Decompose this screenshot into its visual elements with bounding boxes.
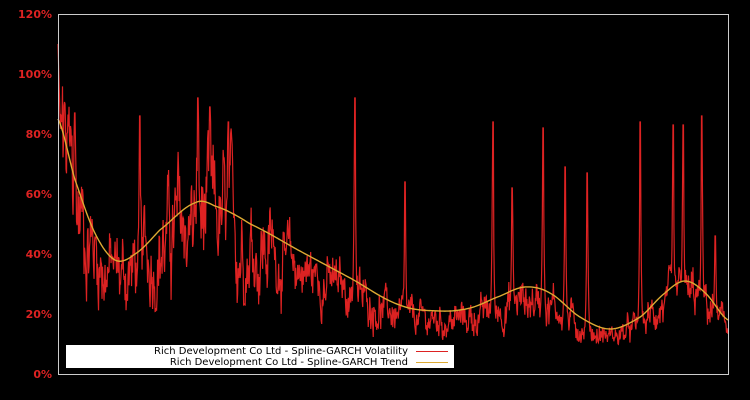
y-tick-label: 20% [26,308,52,321]
legend-item-trend: Rich Development Co Ltd - Spline-GARCH T… [170,357,448,368]
legend-label: Rich Development Co Ltd - Spline-GARCH T… [169,357,408,368]
trend-line [57,118,729,330]
legend: Rich Development Co Ltd - Spline-GARCH V… [66,345,454,368]
y-tick-label: 100% [18,68,52,81]
plot-frame [58,14,729,375]
legend-label: Rich Development Co Ltd - Spline-GARCH V… [154,346,408,357]
y-tick-label: 80% [26,128,52,141]
volatility-series [57,43,729,346]
y-tick-label: 0% [33,368,52,381]
legend-item-volatility: Rich Development Co Ltd - Spline-GARCH V… [154,346,448,357]
y-tick-label: 60% [26,188,52,201]
volatility-line [57,43,729,346]
y-tick-label: 40% [26,248,52,261]
y-axis-ticks: 0% 20% 40% 60% 80% 100% 120% [18,8,52,381]
legend-swatch-gold [416,362,448,363]
y-tick-label: 120% [18,8,52,21]
trend-series [57,118,729,330]
legend-swatch-red [416,351,448,352]
